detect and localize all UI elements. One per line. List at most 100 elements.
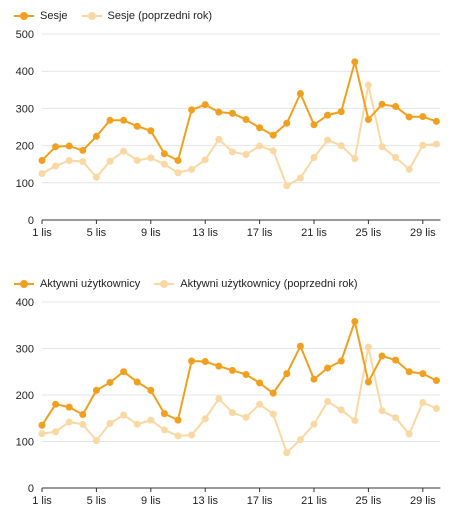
data-point[interactable]: [120, 411, 128, 419]
data-point[interactable]: [392, 103, 400, 111]
data-point[interactable]: [337, 406, 345, 414]
data-point[interactable]: [378, 352, 386, 360]
data-point[interactable]: [337, 357, 345, 365]
data-point[interactable]: [201, 415, 209, 423]
data-point[interactable]: [133, 378, 141, 386]
data-point[interactable]: [364, 378, 372, 386]
data-point[interactable]: [133, 122, 141, 130]
data-point[interactable]: [133, 156, 141, 164]
data-point[interactable]: [405, 430, 413, 438]
data-point[interactable]: [419, 141, 427, 149]
data-point[interactable]: [283, 119, 291, 127]
data-point[interactable]: [228, 409, 236, 417]
data-point[interactable]: [364, 81, 372, 89]
data-point[interactable]: [215, 362, 223, 370]
data-point[interactable]: [38, 421, 46, 429]
data-point[interactable]: [432, 117, 440, 125]
data-point[interactable]: [351, 417, 359, 425]
data-point[interactable]: [174, 169, 182, 177]
data-point[interactable]: [147, 154, 155, 162]
data-point[interactable]: [52, 400, 60, 408]
data-point[interactable]: [405, 368, 413, 376]
data-point[interactable]: [174, 156, 182, 164]
data-point[interactable]: [160, 426, 168, 434]
data-point[interactable]: [147, 386, 155, 394]
data-point[interactable]: [228, 366, 236, 374]
data-point[interactable]: [269, 131, 277, 139]
data-point[interactable]: [283, 449, 291, 457]
data-point[interactable]: [242, 371, 250, 379]
data-point[interactable]: [215, 135, 223, 143]
data-point[interactable]: [324, 136, 332, 144]
data-point[interactable]: [133, 420, 141, 428]
data-point[interactable]: [120, 147, 128, 155]
data-point[interactable]: [92, 437, 100, 445]
data-point[interactable]: [106, 116, 114, 124]
data-point[interactable]: [419, 370, 427, 378]
data-point[interactable]: [92, 173, 100, 181]
data-point[interactable]: [283, 370, 291, 378]
data-point[interactable]: [364, 343, 372, 351]
data-point[interactable]: [296, 436, 304, 444]
data-point[interactable]: [405, 113, 413, 121]
data-point[interactable]: [147, 127, 155, 135]
data-point[interactable]: [201, 358, 209, 366]
data-point[interactable]: [52, 143, 60, 151]
data-point[interactable]: [392, 356, 400, 364]
data-point[interactable]: [160, 410, 168, 418]
data-point[interactable]: [242, 116, 250, 124]
legend-item-current[interactable]: Sesje: [14, 10, 68, 22]
data-point[interactable]: [256, 142, 264, 150]
data-point[interactable]: [337, 108, 345, 116]
data-point[interactable]: [228, 148, 236, 156]
data-point[interactable]: [160, 160, 168, 168]
data-point[interactable]: [92, 132, 100, 140]
data-point[interactable]: [174, 416, 182, 424]
data-point[interactable]: [419, 113, 427, 121]
data-point[interactable]: [160, 150, 168, 158]
data-point[interactable]: [269, 410, 277, 418]
data-point[interactable]: [65, 418, 73, 426]
data-point[interactable]: [324, 364, 332, 372]
data-point[interactable]: [432, 404, 440, 412]
data-point[interactable]: [188, 165, 196, 173]
data-point[interactable]: [351, 318, 359, 326]
data-point[interactable]: [432, 140, 440, 148]
data-point[interactable]: [65, 403, 73, 411]
data-point[interactable]: [38, 156, 46, 164]
data-point[interactable]: [256, 379, 264, 387]
data-point[interactable]: [79, 158, 87, 166]
data-point[interactable]: [378, 143, 386, 151]
data-point[interactable]: [228, 109, 236, 117]
data-point[interactable]: [419, 398, 427, 406]
data-point[interactable]: [324, 111, 332, 119]
data-point[interactable]: [283, 182, 291, 190]
data-point[interactable]: [324, 398, 332, 406]
legend-item-previous[interactable]: Aktywni użytkownicy (poprzedni rok): [154, 278, 358, 290]
data-point[interactable]: [201, 156, 209, 164]
data-point[interactable]: [174, 432, 182, 440]
legend-item-previous[interactable]: Sesje (poprzedni rok): [81, 10, 212, 22]
data-point[interactable]: [52, 162, 60, 170]
data-point[interactable]: [310, 154, 318, 162]
data-point[interactable]: [392, 154, 400, 162]
data-point[interactable]: [242, 151, 250, 159]
data-point[interactable]: [106, 378, 114, 386]
data-point[interactable]: [392, 414, 400, 422]
data-point[interactable]: [65, 156, 73, 164]
data-point[interactable]: [378, 100, 386, 108]
data-point[interactable]: [215, 395, 223, 403]
data-point[interactable]: [256, 124, 264, 132]
data-point[interactable]: [120, 116, 128, 124]
data-point[interactable]: [188, 106, 196, 114]
data-point[interactable]: [405, 165, 413, 173]
data-point[interactable]: [79, 411, 87, 419]
data-point[interactable]: [337, 142, 345, 150]
data-point[interactable]: [201, 101, 209, 109]
legend-item-current[interactable]: Aktywni użytkownicy: [14, 278, 140, 290]
data-point[interactable]: [92, 386, 100, 394]
data-point[interactable]: [188, 357, 196, 365]
data-point[interactable]: [432, 377, 440, 385]
data-point[interactable]: [147, 416, 155, 424]
data-point[interactable]: [351, 155, 359, 163]
